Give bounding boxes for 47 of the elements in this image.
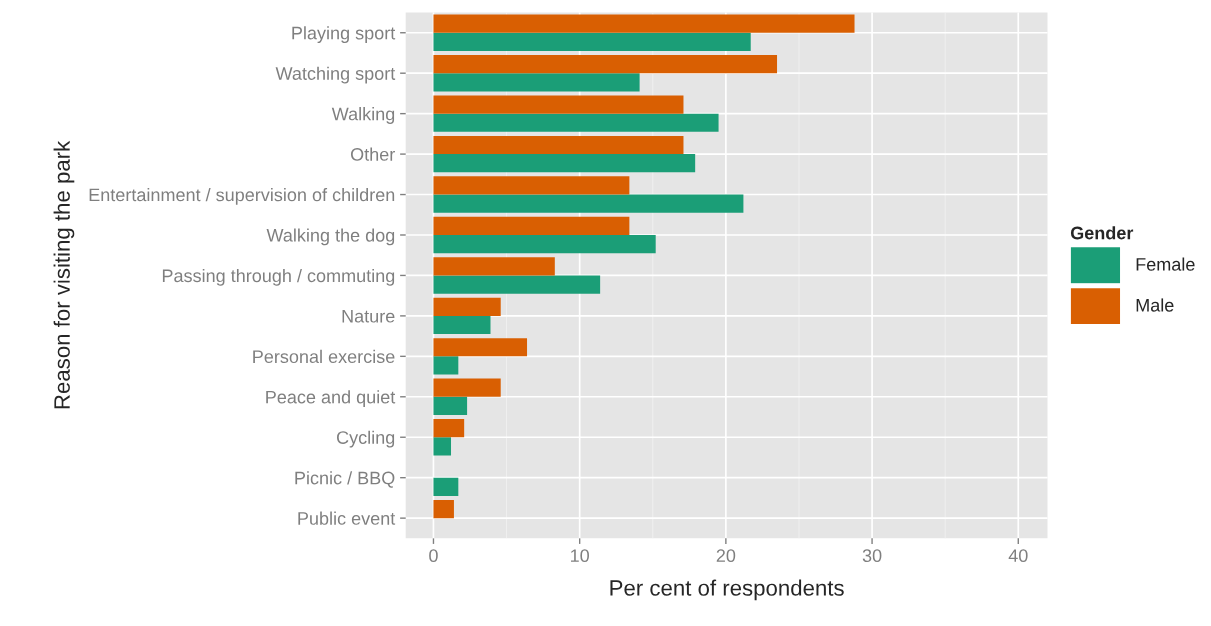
y-tick-label: Other bbox=[350, 147, 395, 161]
x-tick-label: 40 bbox=[1008, 549, 1028, 563]
y-tick-label: Entertainment / supervision of children bbox=[89, 188, 395, 205]
y-tick-label: Walking bbox=[331, 107, 395, 124]
x-axis-title: Per cent of respondents bbox=[610, 579, 844, 601]
bar bbox=[433, 499, 454, 519]
bar bbox=[433, 95, 684, 114]
y-tick-label: Passing through / commuting bbox=[162, 268, 395, 286]
bar bbox=[433, 338, 528, 357]
y-tick-label: Picnic / BBQ bbox=[295, 471, 395, 488]
y-tick-label: Walking the dog bbox=[266, 228, 395, 246]
bar bbox=[433, 216, 630, 235]
y-tick-label: Peace and quiet bbox=[266, 390, 396, 408]
bar bbox=[433, 477, 459, 496]
bar bbox=[433, 315, 491, 335]
bar bbox=[433, 437, 452, 456]
bar bbox=[433, 73, 640, 92]
bar bbox=[433, 275, 601, 294]
bar bbox=[433, 194, 744, 213]
bar bbox=[433, 234, 656, 254]
y-tick-label: Watching sport bbox=[275, 66, 396, 84]
y-tick-label: Playing sport bbox=[292, 26, 396, 44]
y-tick-label: Personal exercise bbox=[253, 349, 395, 364]
legend-label: Female bbox=[1136, 257, 1195, 271]
bar bbox=[433, 257, 555, 276]
legend-title: Gender bbox=[1070, 226, 1134, 240]
bar bbox=[433, 356, 459, 375]
bar bbox=[433, 297, 501, 316]
bar bbox=[433, 396, 468, 415]
y-tick-label: Public event bbox=[298, 511, 396, 525]
bar bbox=[433, 54, 778, 74]
bar bbox=[433, 419, 465, 438]
legend-label: Male bbox=[1136, 298, 1174, 312]
bar bbox=[433, 135, 684, 155]
bar bbox=[433, 14, 855, 33]
y-tick-label: Nature bbox=[342, 310, 395, 323]
bar bbox=[433, 154, 696, 173]
bar bbox=[433, 32, 751, 51]
x-tick-label: 0 bbox=[429, 549, 438, 563]
x-tick-label: 20 bbox=[716, 549, 736, 563]
y-axis-title: Reason for visiting the park bbox=[53, 140, 75, 409]
x-tick-label: 30 bbox=[862, 549, 882, 563]
y-tick-label: Cycling bbox=[336, 430, 395, 448]
bar bbox=[433, 176, 630, 195]
x-tick-label: 10 bbox=[571, 549, 589, 563]
bar bbox=[433, 378, 501, 397]
bar bbox=[433, 113, 719, 132]
